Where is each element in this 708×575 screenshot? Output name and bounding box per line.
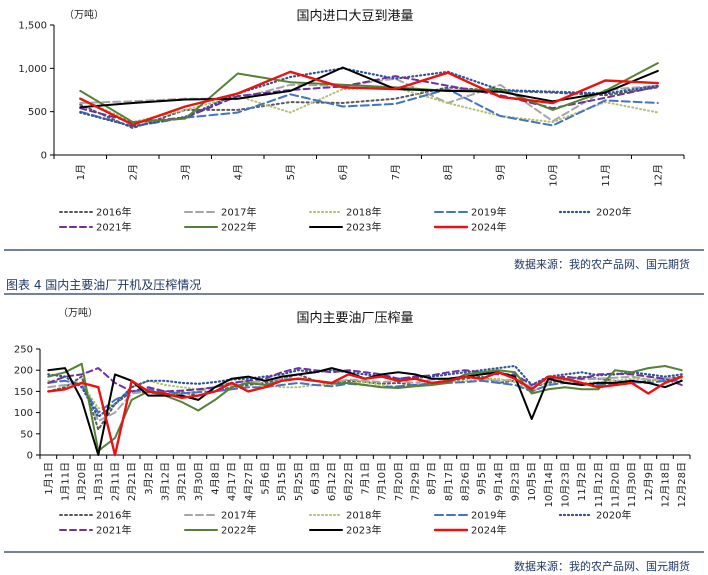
chart2-series-2021年 — [47, 367, 683, 393]
chart1-legend-label: 2023年 — [346, 221, 381, 234]
chart2-series-2017年 — [47, 375, 683, 423]
chart1-legend-label: 2016年 — [96, 206, 131, 219]
chart1-xtick-label: 1月 — [75, 164, 87, 180]
chart2-xtick-label: 7月1日 — [360, 462, 372, 495]
chart2-xtick-label: 12月18日 — [660, 462, 672, 507]
chart2-xtick-label: 7月29日 — [410, 462, 422, 501]
chart2-xtick-label: 8月17日 — [443, 462, 455, 501]
chart1-legend-label: 2018年 — [346, 206, 381, 219]
chart2-legend-label: 2022年 — [221, 524, 256, 537]
chart1-legend: 2016年 2017年 2018年 2019年 2020年 2021年 2022年 2023年… — [59, 206, 631, 234]
chart2-xtick-label: 11月20日 — [610, 462, 622, 507]
chart1-series-2024年 — [79, 70, 659, 126]
chart2-xtick-label: 1月1日 — [43, 462, 55, 495]
chart2-xtick-label: 5月6日 — [260, 462, 272, 495]
chart2-xtick-label: 10月14日 — [543, 462, 555, 507]
chart2-xtick-label: 1月20日 — [76, 462, 88, 501]
chart1-xtick-label: 11月 — [600, 164, 612, 187]
chart2-xtick-label: 1月31日 — [93, 462, 105, 501]
chart2-xtick-label: 12月28日 — [676, 462, 688, 507]
chart2-xtick-label: 10月23日 — [560, 462, 572, 507]
chart2-xtick-label: 3月21日 — [176, 462, 188, 501]
chart1-ytick-label: 500 — [28, 107, 47, 118]
chart2-legend-label: 2019年 — [471, 509, 506, 522]
figure-caption: 图表 4 国内主要油厂开机及压榨情况 — [6, 277, 201, 292]
chart1-legend-label: 2021年 — [96, 221, 131, 234]
chart2-xtick-label: 9月23日 — [510, 462, 522, 501]
chart1-xtick-label: 6月 — [337, 164, 349, 180]
chart2-xtick-label: 4月17日 — [226, 462, 238, 501]
chart2-xtick-label: 3月12日 — [160, 462, 172, 501]
chart2-unit-label: （万吨） — [58, 306, 98, 319]
chart2-xtick-label: 11月2日 — [576, 462, 588, 501]
chart2-series-2024年 — [47, 371, 683, 457]
chart2-legend-label: 2017年 — [221, 509, 256, 522]
chart1-xtick-label: 10月 — [547, 164, 559, 187]
chart2-title: 国内主要油厂压榨量 — [296, 310, 413, 326]
chart2-series-2018年 — [47, 377, 683, 410]
chart2-xtick-label: 1月11日 — [60, 462, 72, 501]
chart2-xtick-label: 6月22日 — [343, 462, 355, 501]
chart1-series-2022年 — [79, 62, 659, 124]
chart2-xtick-label: 5月25日 — [293, 462, 305, 501]
chart1-legend-label: 2022年 — [221, 221, 256, 234]
chart2-legend-label: 2021年 — [96, 524, 131, 537]
chart2-xtick-label: 8月7日 — [426, 462, 438, 495]
chart1-ytick-label: 1,000 — [18, 64, 47, 75]
chart2-legend: 2016年 2017年 2018年 2019年 2020年 2021年 2022年 2023年… — [59, 509, 631, 537]
chart1-xtick-label: 3月 — [180, 164, 192, 180]
chart2-plot: 0 50 100 150 200 250 1月1日 1月11日 1月20日 1月31日 2月11日 2… — [14, 345, 691, 507]
chart1-xtick-label: 2月 — [127, 164, 139, 180]
chart1-xtick-label: 12月 — [652, 164, 664, 187]
chart1-xtick-label: 9月 — [495, 164, 507, 180]
chart2-xtick-label: 3月30日 — [193, 462, 205, 501]
chart1-legend-label: 2019年 — [471, 206, 506, 219]
chart2-xtick-label: 6月3日 — [310, 462, 322, 495]
chart2-legend-label: 2024年 — [471, 524, 506, 537]
chart1-unit-label: （万吨） — [64, 8, 104, 21]
chart1-legend-label: 2017年 — [221, 206, 256, 219]
chart2-ytick-label: 150 — [14, 387, 33, 398]
chart1-xtick-label: 8月 — [442, 164, 454, 180]
chart2-xtick-label: 9月5日 — [476, 462, 488, 495]
chart2-ytick-label: 100 — [14, 408, 33, 419]
chart1-ytick-label: 0 — [41, 151, 47, 162]
chart1-title: 国内进口大豆到港量 — [296, 8, 413, 24]
chart2-xtick-label: 11月30日 — [626, 462, 638, 507]
chart2-ytick-label: 250 — [14, 345, 33, 356]
chart2-legend-label: 2018年 — [346, 509, 381, 522]
chart2-xtick-label: 9月14日 — [493, 462, 505, 501]
chart2-xtick-label: 7月10日 — [376, 462, 388, 501]
chart2-series-2020年 — [47, 364, 683, 418]
chart2-xtick-label: 10月5日 — [526, 462, 538, 501]
chart2-xtick-label: 7月20日 — [393, 462, 405, 501]
chart1-xtick-label: 5月 — [285, 164, 297, 180]
chart2-xtick-label: 3月2日 — [143, 462, 155, 495]
chart2-xtick-label: 11月12日 — [593, 462, 605, 507]
chart1-source: 数据来源：我的农产品网、国元期货 — [514, 257, 690, 271]
chart2-ytick-label: 0 — [27, 451, 33, 462]
chart1-legend-label: 2024年 — [471, 221, 506, 234]
chart2-legend-label: 2016年 — [96, 509, 131, 522]
chart2-legend-label: 2023年 — [346, 524, 381, 537]
chart2-xtick-label: 8月26日 — [460, 462, 472, 501]
chart2-xtick-label: 5月15日 — [276, 462, 288, 501]
chart2-xtick-label: 2月11日 — [110, 462, 122, 501]
chart2-xtick-label: 6月12日 — [326, 462, 338, 501]
chart1-ytick-label: 1,500 — [18, 21, 47, 32]
chart2-source: 数据来源：我的农产品网、国元期货 — [514, 559, 690, 573]
chart2-xtick-label: 4月27日 — [243, 462, 255, 501]
chart2-xtick-label: 2月21日 — [126, 462, 138, 501]
chart1-series-2020年 — [79, 67, 659, 128]
chart2-ytick-label: 200 — [14, 366, 33, 377]
chart2-legend-label: 2020年 — [596, 509, 631, 522]
chart1-legend-label: 2020年 — [596, 206, 631, 219]
chart1-plot: 0 500 1,000 1,500 1月 2月 3月 4月 5月 6月 7月 8月 9月 10月 11月 12… — [18, 21, 685, 187]
chart1-xtick-label: 4月 — [232, 164, 244, 180]
chart2-xtick-label: 12月9日 — [643, 462, 655, 501]
chart2-xtick-label: 4月8日 — [210, 462, 222, 495]
chart2-ytick-label: 50 — [20, 429, 33, 440]
chart1-xtick-label: 7月 — [390, 164, 402, 180]
